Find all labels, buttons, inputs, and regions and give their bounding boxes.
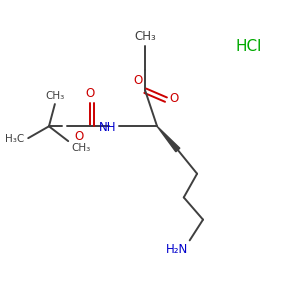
Text: CH₃: CH₃ — [45, 91, 64, 101]
Polygon shape — [157, 126, 180, 152]
Text: O: O — [75, 130, 84, 143]
Text: O: O — [169, 92, 178, 105]
Text: O: O — [134, 74, 143, 87]
Text: CH₃: CH₃ — [71, 142, 90, 153]
Text: NH: NH — [99, 121, 116, 134]
Text: O: O — [86, 87, 95, 100]
Text: CH₃: CH₃ — [134, 30, 156, 43]
Text: H₂N: H₂N — [166, 243, 188, 256]
Text: H₃C: H₃C — [4, 134, 24, 144]
Text: HCl: HCl — [236, 39, 262, 54]
